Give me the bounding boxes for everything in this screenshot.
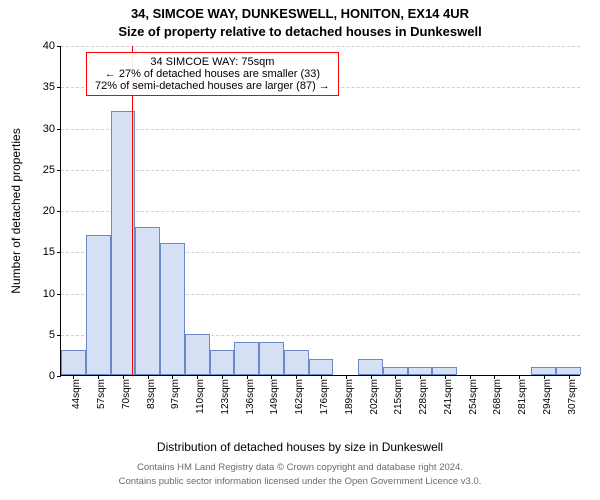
histogram-bar: [432, 367, 457, 375]
histogram-bar: [309, 359, 334, 376]
x-tick-label: 241sqm: [443, 379, 454, 415]
y-gridline: [61, 170, 580, 171]
x-tick-label: 123sqm: [220, 379, 231, 415]
histogram-bar: [284, 350, 309, 375]
x-tick-label: 70sqm: [121, 379, 132, 409]
histogram-bar: [408, 367, 433, 375]
x-tick-label: 83sqm: [146, 379, 157, 409]
x-tick-label: 294sqm: [542, 379, 553, 415]
histogram-bar: [358, 359, 383, 376]
x-tick-label: 268sqm: [492, 379, 503, 415]
x-tick-label: 97sqm: [170, 379, 181, 409]
histogram-bar: [210, 350, 235, 375]
y-tick-label: 0: [49, 370, 61, 382]
histogram-bar: [135, 227, 160, 376]
annotation-line: 34 SIMCOE WAY: 75sqm: [95, 56, 330, 68]
histogram-bar: [61, 350, 86, 375]
y-tick-label: 20: [43, 205, 61, 217]
x-tick-label: 176sqm: [319, 379, 330, 415]
histogram-bar: [556, 367, 581, 375]
histogram-bar: [259, 342, 284, 375]
x-tick-label: 162sqm: [294, 379, 305, 415]
x-tick-label: 202sqm: [369, 379, 380, 415]
x-tick-label: 215sqm: [393, 379, 404, 415]
attribution-line-1: Contains HM Land Registry data © Crown c…: [0, 462, 600, 473]
annotation-callout: 34 SIMCOE WAY: 75sqm← 27% of detached ho…: [86, 52, 339, 96]
x-tick-label: 110sqm: [195, 379, 206, 414]
attribution-line-2: Contains public sector information licen…: [0, 476, 600, 487]
x-tick-label: 44sqm: [71, 379, 82, 409]
y-tick-label: 25: [43, 164, 61, 176]
x-axis-title: Distribution of detached houses by size …: [0, 440, 600, 454]
x-tick-label: 57sqm: [96, 379, 107, 409]
x-tick-label: 307sqm: [567, 379, 578, 415]
y-tick-label: 40: [43, 40, 61, 52]
y-gridline: [61, 211, 580, 212]
histogram-bar: [531, 367, 556, 375]
y-axis-title: Number of detached properties: [9, 128, 23, 293]
y-gridline: [61, 46, 580, 47]
y-gridline: [61, 129, 580, 130]
x-tick-label: 228sqm: [418, 379, 429, 415]
histogram-bar: [86, 235, 111, 375]
x-tick-label: 254sqm: [468, 379, 479, 415]
title-line-1: 34, SIMCOE WAY, DUNKESWELL, HONITON, EX1…: [0, 6, 600, 21]
title-line-2: Size of property relative to detached ho…: [0, 24, 600, 39]
x-tick-label: 136sqm: [245, 379, 256, 415]
histogram-bar: [185, 334, 210, 375]
histogram-bar: [160, 243, 185, 375]
x-tick-label: 281sqm: [517, 379, 528, 415]
histogram-bar: [383, 367, 408, 375]
y-tick-label: 15: [43, 246, 61, 258]
y-tick-label: 10: [43, 288, 61, 300]
y-tick-label: 30: [43, 123, 61, 135]
chart-container: 34, SIMCOE WAY, DUNKESWELL, HONITON, EX1…: [0, 0, 600, 500]
x-tick-label: 189sqm: [344, 379, 355, 415]
annotation-line: ← 27% of detached houses are smaller (33…: [95, 68, 330, 80]
annotation-line: 72% of semi-detached houses are larger (…: [95, 80, 330, 92]
x-tick-label: 149sqm: [269, 379, 280, 415]
y-tick-label: 5: [49, 329, 61, 341]
histogram-bar: [234, 342, 259, 375]
y-tick-label: 35: [43, 81, 61, 93]
